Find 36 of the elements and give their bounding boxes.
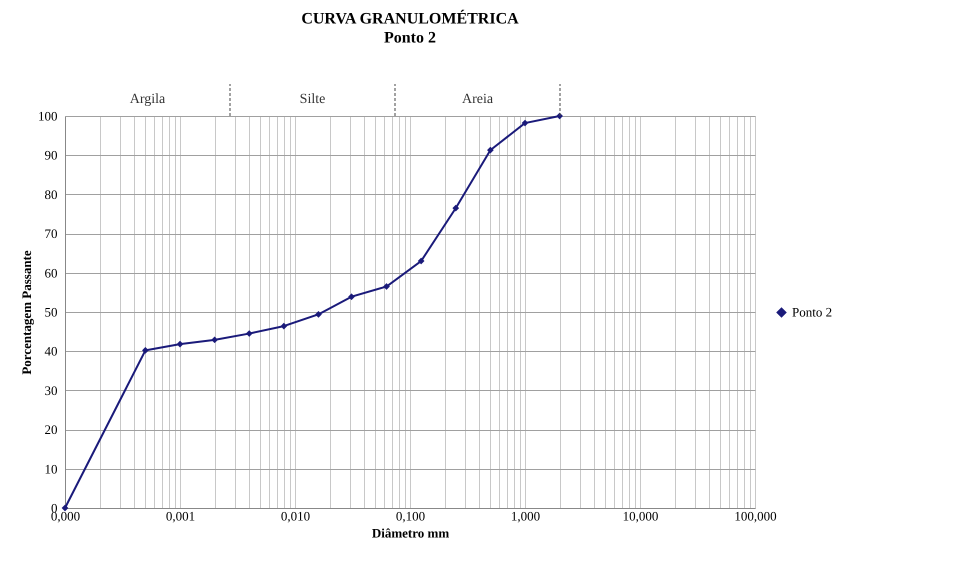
x-tick-label: 0,010 <box>280 508 310 524</box>
point <box>348 293 355 300</box>
text: Argila <box>130 92 166 107</box>
text: Silte <box>300 92 326 107</box>
chart-title: CURVA GRANULOMÉTRICA <box>301 10 520 28</box>
y-tick-label: 90 <box>44 148 58 163</box>
point <box>142 347 149 354</box>
point <box>246 330 253 337</box>
point <box>211 336 218 344</box>
y-tick-label: 30 <box>44 382 58 398</box>
point <box>522 120 528 126</box>
chart-subtitle: Ponto 2 <box>384 30 436 46</box>
y-tick-label: 50 <box>44 304 58 320</box>
text: Areia <box>462 92 494 107</box>
legend-label: Ponto 2 <box>792 304 832 320</box>
point <box>418 258 424 264</box>
point <box>452 204 460 212</box>
y-tick-label: 60 <box>44 265 58 280</box>
y-tick-label: 10 <box>44 461 58 476</box>
x-tick-label: 0,001 <box>166 508 196 524</box>
y-tick-label: 100 <box>38 108 58 124</box>
x-tick-label: 100,000 <box>734 508 777 524</box>
point <box>280 322 288 330</box>
x-axis-title: Diâmetro mm <box>372 526 450 540</box>
point <box>383 283 390 290</box>
y-tick-label: 40 <box>44 344 58 359</box>
y-axis-title: Porcentagem Passante <box>19 250 34 375</box>
x-tick-label: 1,000 <box>510 508 540 524</box>
point <box>315 311 322 318</box>
x-tick-label: 0,100 <box>396 508 426 524</box>
x-tick-label: 10,000 <box>622 508 658 524</box>
y-tick-label: 80 <box>44 186 58 202</box>
y-tick-label: 70 <box>44 226 58 242</box>
point <box>487 146 494 154</box>
y-tick-label: 20 <box>44 422 58 438</box>
point <box>176 340 184 348</box>
